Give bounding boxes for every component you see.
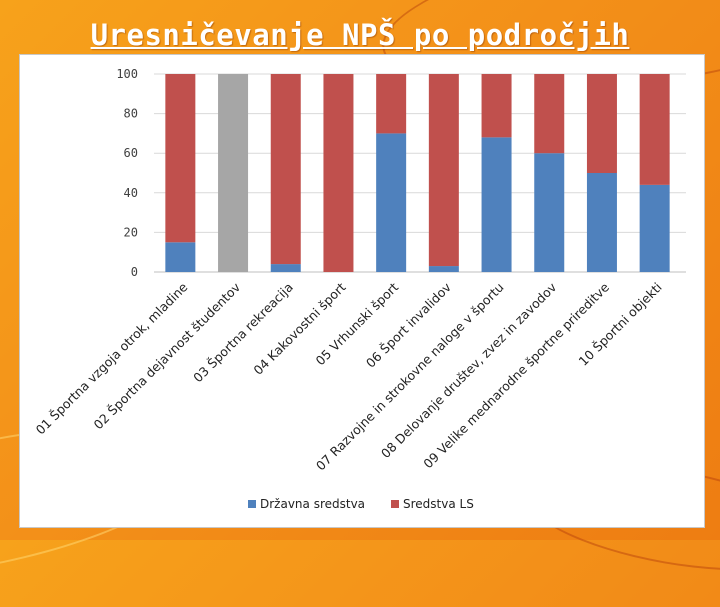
bar-segment-drzavna-sredstva xyxy=(534,153,565,272)
y-tick-label: 0 xyxy=(131,265,138,279)
y-tick-label: 80 xyxy=(124,107,138,121)
chart-area: 0 20 40 60 80 100 01 Športna vzgoja otrok, mla… xyxy=(19,54,705,528)
legend-label: Državna sredstva xyxy=(260,497,365,511)
legend-swatch-drzavna-sredstva xyxy=(248,500,256,508)
legend-swatch-sredstva-ls xyxy=(391,500,399,508)
bar-segment-sredstva-ls xyxy=(270,74,301,265)
bar-segment-drzavna-sredstva xyxy=(218,74,249,272)
slide-title: Uresničevanje NPŠ po področjih xyxy=(90,18,630,52)
bar-segment-drzavna-sredstva xyxy=(428,266,459,272)
y-tick-label: 20 xyxy=(124,225,138,239)
bar-segment-drzavna-sredstva xyxy=(586,173,617,272)
x-category-label: 09 Velike mednarodne športne prireditve xyxy=(420,279,612,471)
y-tick-label: 40 xyxy=(124,186,138,200)
x-category-label: 07 Razvojne in strokovne naloge v športu xyxy=(313,280,507,474)
bar-segment-sredstva-ls xyxy=(481,74,512,138)
bar-segment-sredstva-ls xyxy=(165,74,196,243)
bar-segment-drzavna-sredstva xyxy=(481,137,512,272)
y-tick-label: 100 xyxy=(116,67,138,81)
bar-segment-drzavna-sredstva xyxy=(639,184,670,272)
x-category-label: 03 Športna rekreacija xyxy=(190,280,296,386)
bar-segment-drzavna-sredstva xyxy=(270,264,301,272)
bar-segment-sredstva-ls xyxy=(428,74,459,267)
bar-segment-drzavna-sredstva xyxy=(376,133,407,272)
bar-segment-drzavna-sredstva xyxy=(165,242,196,272)
x-category-label: 04 Kakovostni šport xyxy=(250,279,348,377)
bar-segment-sredstva-ls xyxy=(534,74,565,154)
bar-segment-sredstva-ls xyxy=(639,74,670,185)
bar-segment-sredstva-ls xyxy=(323,74,354,272)
bar-segment-sredstva-ls xyxy=(586,74,617,173)
y-tick-label: 60 xyxy=(124,146,138,160)
legend-label: Sredstva LS xyxy=(403,497,474,511)
bar-segment-sredstva-ls xyxy=(376,74,407,134)
